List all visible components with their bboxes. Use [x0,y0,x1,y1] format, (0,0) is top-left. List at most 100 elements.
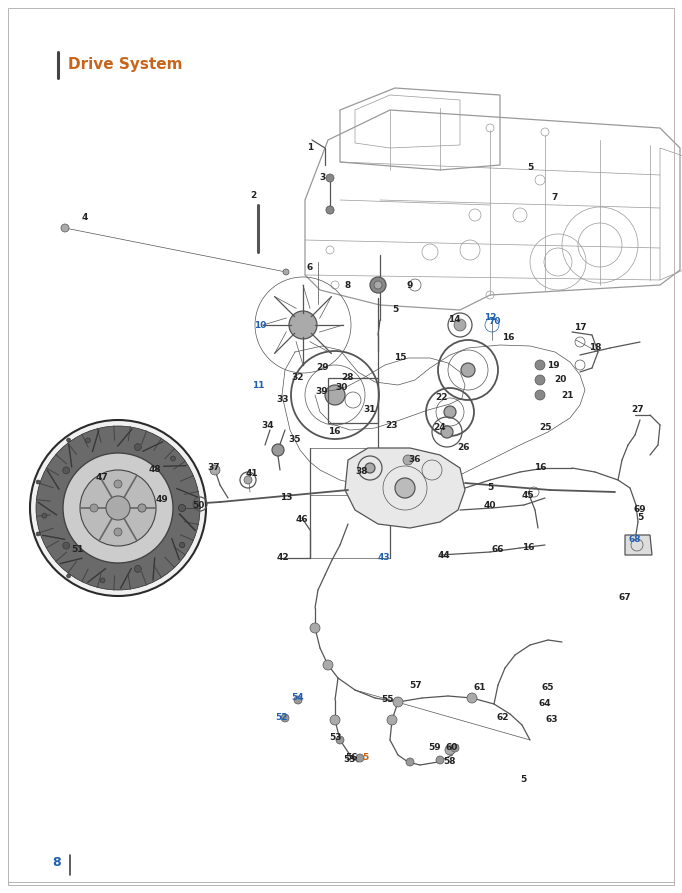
Circle shape [67,574,71,578]
Circle shape [114,528,122,536]
Text: 25: 25 [539,423,551,432]
Text: 31: 31 [364,405,376,414]
Text: 29: 29 [316,363,329,372]
Text: 15: 15 [394,354,406,363]
Text: 13: 13 [280,494,293,503]
Text: 48: 48 [149,465,162,474]
Circle shape [281,714,289,722]
Text: 24: 24 [434,423,446,432]
Text: 7: 7 [552,194,558,203]
Text: 58: 58 [444,757,456,766]
Text: 61: 61 [474,683,486,692]
Text: 50: 50 [192,500,204,510]
Text: 27: 27 [632,405,644,414]
Text: 16: 16 [502,333,514,343]
Text: 16: 16 [534,463,546,472]
Text: 5: 5 [362,754,368,763]
Text: 8: 8 [52,855,61,869]
Text: 60: 60 [446,744,458,753]
Text: 11: 11 [252,380,264,389]
Text: 2: 2 [250,191,256,201]
Circle shape [535,360,545,370]
Text: 19: 19 [547,361,559,370]
Circle shape [272,444,284,456]
Circle shape [36,480,40,484]
Text: 16: 16 [328,428,340,437]
Text: 69: 69 [634,505,647,514]
Text: 70: 70 [489,318,501,327]
Text: 4: 4 [82,213,88,222]
Circle shape [36,532,40,536]
Circle shape [138,504,146,512]
Text: 68: 68 [629,536,641,545]
Circle shape [283,269,289,275]
Text: 67: 67 [619,594,632,603]
Circle shape [406,758,414,766]
Circle shape [210,465,220,475]
Circle shape [85,438,91,443]
Text: 38: 38 [356,468,368,477]
Circle shape [441,426,453,438]
Circle shape [535,375,545,385]
Circle shape [36,426,200,590]
Text: 65: 65 [542,683,554,692]
Text: 1: 1 [307,144,313,153]
Polygon shape [625,535,652,555]
Text: 45: 45 [522,490,534,499]
Circle shape [323,660,333,670]
Text: 16: 16 [522,544,534,553]
Text: 44: 44 [438,550,450,560]
Circle shape [179,543,185,547]
Circle shape [134,565,141,572]
Circle shape [451,744,459,752]
Circle shape [326,174,334,182]
Text: 62: 62 [496,714,509,722]
Circle shape [106,496,130,520]
Text: 26: 26 [458,444,471,453]
Text: Drive System: Drive System [68,57,183,72]
Circle shape [289,311,317,339]
Text: 18: 18 [589,344,602,353]
Text: 52: 52 [276,714,288,722]
Text: 5: 5 [527,163,533,172]
Circle shape [30,420,206,596]
Circle shape [100,578,105,583]
Circle shape [114,480,122,488]
Text: 63: 63 [546,715,559,724]
Text: 34: 34 [262,421,274,430]
Text: 49: 49 [155,496,168,505]
Text: 54: 54 [292,694,304,703]
Circle shape [370,277,386,293]
Text: 43: 43 [378,554,390,563]
Text: 39: 39 [316,388,328,396]
Text: 57: 57 [410,680,422,689]
Text: 36: 36 [409,455,421,464]
Text: 14: 14 [447,315,460,324]
Text: 66: 66 [492,546,504,555]
Circle shape [387,715,397,725]
Text: 37: 37 [208,463,220,472]
Circle shape [444,406,456,418]
Circle shape [179,505,186,512]
Circle shape [461,363,475,377]
Circle shape [535,390,545,400]
Circle shape [467,693,477,703]
Circle shape [403,455,413,465]
Text: 53: 53 [344,755,356,764]
Circle shape [395,478,415,498]
Circle shape [365,463,375,473]
Text: 28: 28 [342,373,354,382]
Text: 20: 20 [554,375,566,385]
Text: 9: 9 [406,280,413,289]
Circle shape [61,224,69,232]
Circle shape [436,756,444,764]
Text: 30: 30 [336,383,349,393]
Circle shape [445,745,455,755]
Circle shape [170,456,175,461]
Polygon shape [345,448,465,528]
Text: 3: 3 [319,173,325,182]
Text: 32: 32 [292,373,304,382]
Circle shape [393,697,403,707]
Circle shape [310,623,320,633]
Text: 47: 47 [95,473,108,482]
